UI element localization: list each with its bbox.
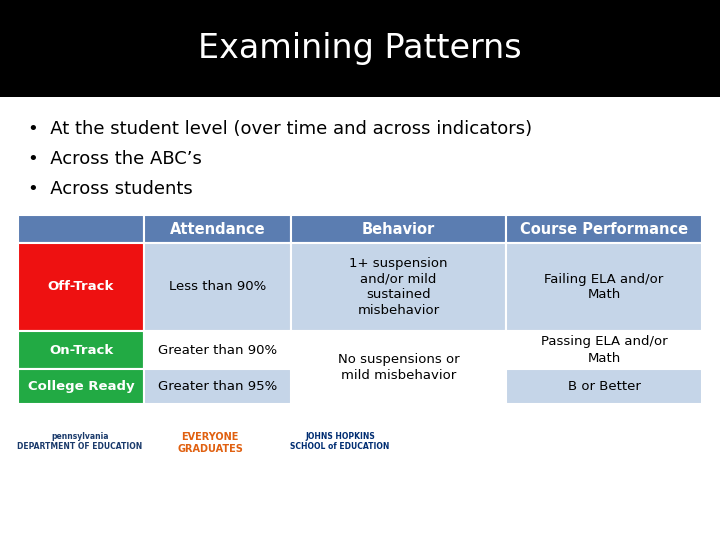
Text: Attendance: Attendance bbox=[170, 221, 265, 237]
Bar bbox=[18, 243, 144, 331]
Bar bbox=[18, 331, 144, 369]
Bar bbox=[0, 97, 720, 540]
Text: Off-Track: Off-Track bbox=[48, 280, 114, 294]
Text: Greater than 90%: Greater than 90% bbox=[158, 343, 277, 356]
Bar bbox=[18, 215, 144, 243]
Bar bbox=[291, 215, 506, 243]
Text: JOHNS HOPKINS
SCHOOL of EDUCATION: JOHNS HOPKINS SCHOOL of EDUCATION bbox=[290, 432, 390, 451]
Text: No suspensions or
mild misbehavior: No suspensions or mild misbehavior bbox=[338, 353, 459, 382]
Text: Greater than 95%: Greater than 95% bbox=[158, 380, 277, 393]
Text: B or Better: B or Better bbox=[567, 380, 640, 393]
Bar bbox=[144, 369, 291, 404]
Bar bbox=[144, 243, 291, 331]
Text: EVERYONE
GRADUATES: EVERYONE GRADUATES bbox=[177, 432, 243, 454]
Text: Failing ELA and/or
Math: Failing ELA and/or Math bbox=[544, 273, 664, 301]
Text: •  Across students: • Across students bbox=[28, 180, 193, 198]
Bar bbox=[506, 331, 702, 369]
Text: On-Track: On-Track bbox=[49, 343, 113, 356]
Text: Less than 90%: Less than 90% bbox=[169, 280, 266, 294]
Bar bbox=[18, 369, 144, 404]
Text: •  At the student level (over time and across indicators): • At the student level (over time and ac… bbox=[28, 120, 532, 138]
Text: Examining Patterns: Examining Patterns bbox=[198, 32, 522, 65]
Bar bbox=[0, 0, 720, 97]
Bar bbox=[291, 243, 506, 331]
Text: College Ready: College Ready bbox=[27, 380, 135, 393]
Bar bbox=[506, 243, 702, 331]
Text: •  Across the ABC’s: • Across the ABC’s bbox=[28, 150, 202, 168]
Text: Behavior: Behavior bbox=[362, 221, 435, 237]
Bar bbox=[506, 369, 702, 404]
Text: Course Performance: Course Performance bbox=[520, 221, 688, 237]
Bar bbox=[144, 331, 291, 369]
Text: Passing ELA and/or
Math: Passing ELA and/or Math bbox=[541, 335, 667, 364]
Text: 1+ suspension
and/or mild
sustained
misbehavior: 1+ suspension and/or mild sustained misb… bbox=[349, 256, 448, 318]
Text: pennsylvania
DEPARTMENT OF EDUCATION: pennsylvania DEPARTMENT OF EDUCATION bbox=[17, 432, 143, 451]
Bar bbox=[506, 215, 702, 243]
Bar bbox=[144, 215, 291, 243]
Bar bbox=[291, 331, 506, 404]
